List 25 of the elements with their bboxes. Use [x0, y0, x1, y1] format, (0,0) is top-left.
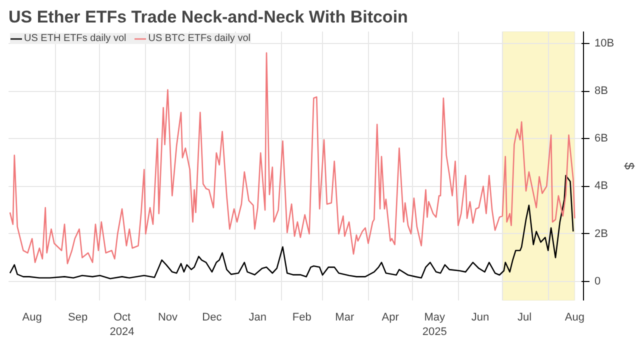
line-series [9, 174, 574, 280]
y-tick-label: 6B [594, 132, 608, 145]
y-tick-label: 2B [594, 228, 608, 240]
legend-label: US BTC ETFs daily vol [148, 33, 250, 44]
y-tick-label: 4B [594, 180, 608, 192]
x-tick-label: Dec [202, 312, 222, 324]
x-tick-label: Mar [335, 312, 354, 324]
y-tick-label: 10B [594, 37, 614, 50]
x-tick-label: Apr [382, 312, 400, 324]
x-tick-label: Jan [248, 312, 267, 324]
y-axis-title: $ [622, 162, 638, 170]
x-tick-label: Aug [22, 312, 42, 324]
line-series [9, 52, 576, 264]
y-tick-label: 0 [594, 275, 601, 288]
x-tick-label: Jul [517, 312, 532, 324]
x-tick-label: Aug [564, 312, 584, 324]
x-tick-label: Jun [471, 312, 490, 324]
x-tick-label: Sep [68, 312, 88, 324]
legend-label: US ETH ETFs daily vol [24, 33, 126, 44]
x-tick-label: May 2025 [422, 312, 447, 338]
x-tick-label: Nov [158, 312, 178, 324]
x-tick-label: Oct 2024 [110, 312, 134, 338]
x-tick-label: Feb [292, 312, 312, 324]
y-tick-label: 8B [594, 85, 608, 98]
chart-title: US Ether ETFs Trade Neck-and-Neck With Bitcoin [8, 8, 408, 26]
